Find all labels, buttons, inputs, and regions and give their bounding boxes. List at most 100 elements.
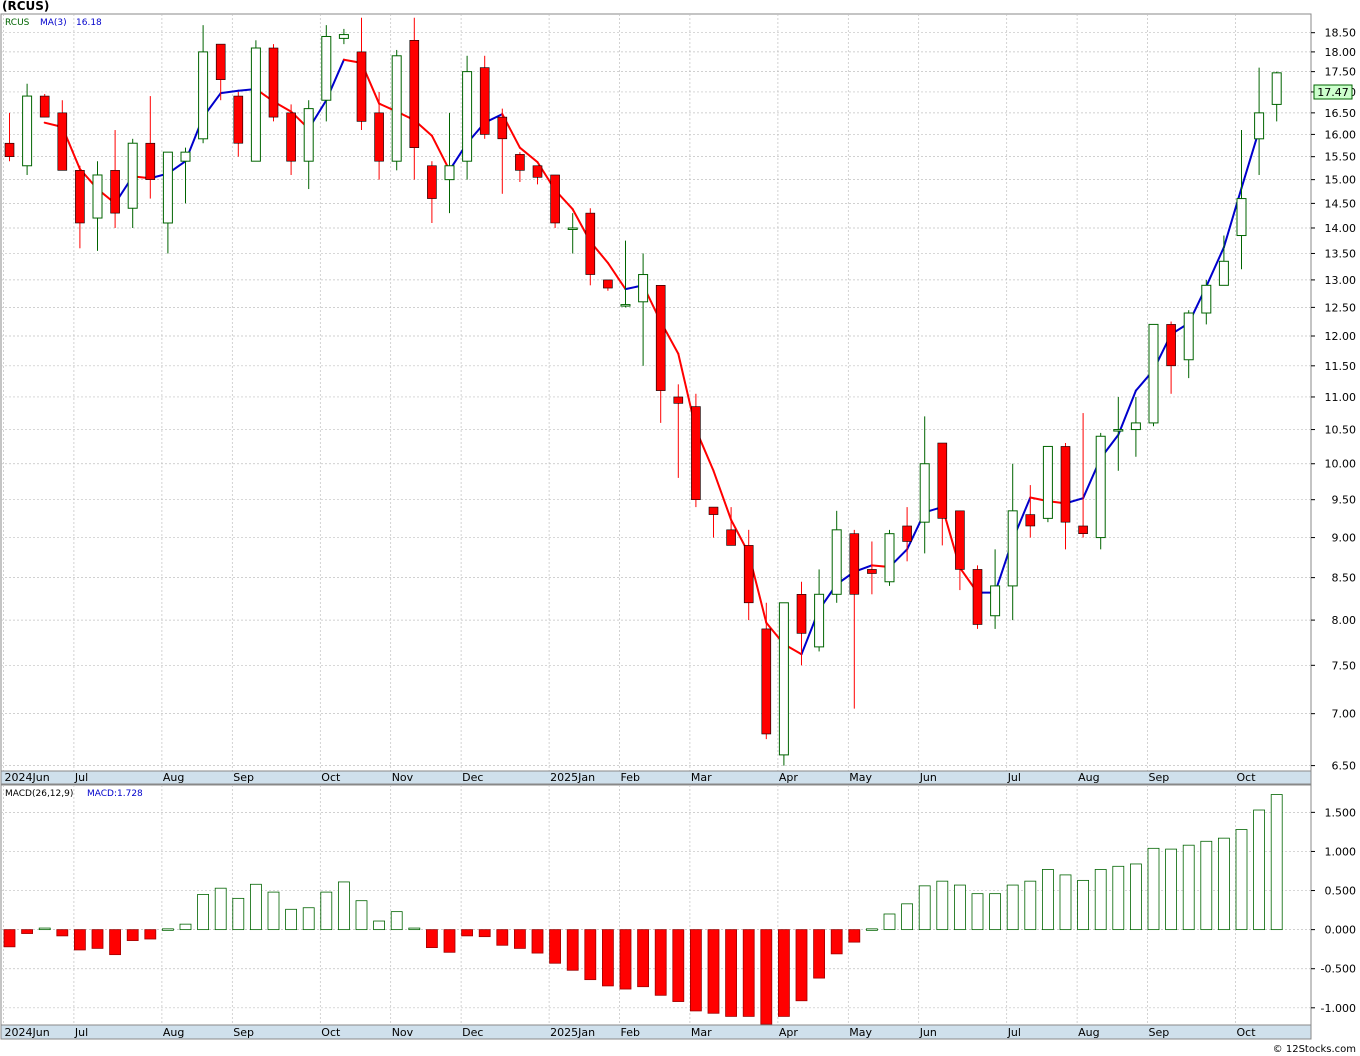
candle-body (1042, 445, 1053, 519)
candle-body (57, 112, 68, 171)
macd-bar (1059, 874, 1072, 931)
macd-bar (355, 900, 368, 931)
price-y-tick-label: 17.50 (1325, 66, 1357, 79)
macd-legend-label: MACD(26,12,9) (5, 789, 73, 799)
macd-bar (1042, 869, 1054, 931)
macd-bar (866, 928, 878, 931)
candle-body (409, 40, 420, 148)
candle-body (127, 142, 138, 209)
macd-bar (848, 929, 861, 943)
price-y-tick-label: 8.00 (1332, 614, 1357, 627)
candle-body (691, 406, 701, 500)
candle-body (374, 112, 384, 162)
candle-body (831, 529, 842, 595)
macd-bar (1253, 809, 1265, 931)
candle-body (479, 67, 490, 135)
candle-body (1113, 429, 1124, 432)
price-x-label: Jul (1007, 771, 1021, 784)
macd-bar (126, 929, 139, 941)
macd-bar (707, 929, 720, 1014)
macd-bar (337, 881, 350, 931)
candle-body (198, 51, 209, 140)
macd-bar (954, 884, 966, 931)
macd-bar (56, 929, 69, 937)
candle-body (391, 55, 402, 162)
macd-bar (672, 929, 685, 1002)
candle-body (39, 95, 50, 118)
macd-y-tick-label: 1.500 (1325, 806, 1357, 819)
candle-body (902, 525, 912, 542)
macd-bar (1006, 884, 1019, 931)
candle-body (1130, 422, 1141, 431)
macd-y-axis: 1.500 1.000 0.500 0.000 -0.500 -1.000 (1311, 806, 1357, 1015)
macd-bar (390, 911, 403, 931)
candle-body (778, 602, 789, 756)
macd-x-label: Sep (233, 1026, 254, 1039)
macd-bar (1270, 794, 1283, 931)
candle-body (462, 71, 473, 162)
macd-bar (654, 929, 667, 996)
macd-y-tick-label: 0.000 (1325, 924, 1357, 937)
candle-body (532, 165, 543, 178)
macd-bar (566, 929, 579, 971)
macd-bar (1077, 879, 1089, 931)
macd-bar (144, 929, 157, 940)
macd-bar (795, 929, 808, 1002)
ma-segment (219, 89, 240, 95)
price-y-tick-label: 10.00 (1325, 458, 1357, 471)
macd-bar (936, 880, 949, 931)
candle-body (655, 285, 666, 391)
macd-x-label: Nov (392, 1026, 414, 1039)
candle-body (497, 116, 508, 140)
macd-bar (461, 929, 474, 937)
macd-bar (989, 893, 1001, 931)
macd-x-label: Sep (1149, 1026, 1170, 1039)
macd-x-label: Mar (691, 1026, 712, 1039)
candle-body (427, 165, 437, 199)
candle-body (1007, 510, 1018, 587)
macd-bar (232, 897, 245, 931)
price-x-label: Aug (1078, 771, 1099, 784)
macd-x-label: Jul (1007, 1026, 1021, 1039)
candle-body (990, 585, 1001, 617)
candle-body (708, 506, 719, 515)
price-y-tick-label: 14.00 (1325, 222, 1357, 235)
macd-bar (109, 929, 121, 956)
price-x-label: Oct (1237, 771, 1257, 784)
candle-body (620, 304, 631, 307)
macd-bar (1182, 844, 1195, 931)
macd-bar (161, 928, 174, 931)
macd-bar (373, 920, 386, 931)
macd-x-label: Feb (621, 1026, 640, 1039)
price-y-tick-label: 13.50 (1325, 247, 1357, 260)
candle-body (814, 593, 825, 648)
candle-body (250, 47, 261, 162)
macd-bar (1094, 869, 1107, 931)
candle-body (1148, 323, 1159, 424)
ma-segment (430, 134, 451, 172)
macd-bar (74, 929, 86, 951)
candle-body (180, 151, 191, 162)
macd-x-label: 2025Jan (550, 1026, 595, 1039)
candle-body (1236, 198, 1247, 237)
candle-body (4, 142, 15, 157)
price-date-axis-band (0, 770, 1312, 785)
price-y-tick-label: 18.50 (1325, 27, 1357, 40)
price-x-label: Dec (462, 771, 483, 784)
candle-body (303, 108, 314, 162)
price-x-label: Sep (233, 771, 254, 784)
price-y-tick-label: 10.50 (1325, 424, 1357, 437)
macd-bar (637, 929, 649, 988)
candle-body (1166, 324, 1176, 367)
macd-bar (1147, 847, 1160, 931)
price-y-tick-label: 18.00 (1325, 46, 1357, 59)
macd-x-label: Jun (919, 1026, 937, 1039)
price-y-tick-label: 9.50 (1332, 494, 1357, 507)
price-x-label: Mar (691, 771, 712, 784)
macd-bar (3, 929, 16, 948)
macd-date-axis-band (0, 1024, 1312, 1040)
macd-bar (830, 929, 843, 955)
macd-bar (1165, 848, 1177, 931)
price-y-tick-label: 7.50 (1332, 659, 1357, 672)
macd-x-axis-labels: 2024Jun Jul Aug Sep Oct Nov Dec 2025Jan Feb Mar Ap… (5, 1026, 1257, 1039)
